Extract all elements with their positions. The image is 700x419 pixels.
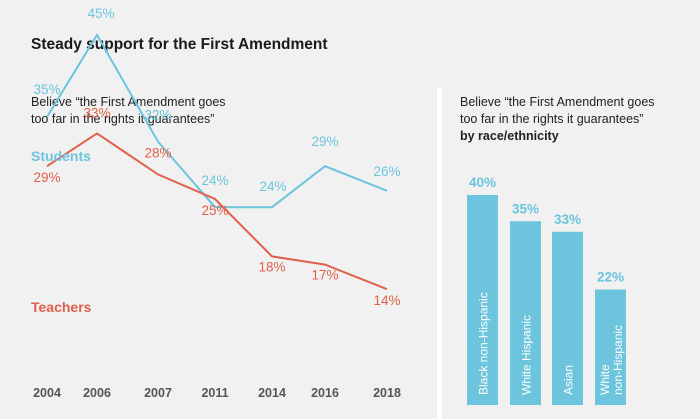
bar-value-label: 22% <box>597 270 624 285</box>
line-chart-subtitle-line-2: too far in the rights it guarantees” <box>31 112 215 126</box>
bar <box>510 221 541 405</box>
bar-category-label: Asian <box>562 365 576 395</box>
bar-category-label: White non-Hispanic <box>598 325 625 395</box>
line-chart-subtitle-line-1: Believe “the First Amendment goes <box>31 95 226 109</box>
data-label-teachers: 18% <box>258 259 285 274</box>
series-label-teachers: Teachers <box>31 299 92 315</box>
bar-chart-subtitle: Believe “the First Amendment goes too fa… <box>460 94 655 145</box>
x-tick-label: 2004 <box>33 386 61 400</box>
bar-category-text: White Hispanic <box>520 315 534 395</box>
bar-chart-subtitle-bold: by race/ethnicity <box>460 129 559 143</box>
series-line-teachers <box>46 132 388 291</box>
x-tick-label: 2006 <box>83 386 111 400</box>
data-label-teachers: 17% <box>311 268 338 283</box>
series-label-students: Students <box>31 148 91 164</box>
data-label-teachers: 33% <box>83 105 110 120</box>
bar-chart-subtitle-line-1: Believe “the First Amendment goes <box>460 95 655 109</box>
bar-value-label: 33% <box>554 212 581 227</box>
bar-chart-subtitle-line-2: too far in the rights it guarantees” <box>460 112 644 126</box>
bar-value-label: 40% <box>469 175 496 190</box>
bar <box>467 195 498 405</box>
series-line-students <box>46 33 388 209</box>
line-chart: 35% 45% 32% 24% 24% 29% 26% 29% 33% 28% 25% 18% 17% 1… <box>31 6 401 400</box>
line-chart-subtitle: Believe “the First Amendment goes too fa… <box>31 94 226 128</box>
bar-category-label: White Hispanic <box>520 315 534 395</box>
bar-value-label: 35% <box>512 201 539 216</box>
data-label-teachers: 14% <box>373 293 400 308</box>
data-label-students: 24% <box>201 173 228 188</box>
bar-category-text: White <box>598 364 612 395</box>
data-label-students: 35% <box>33 82 60 97</box>
x-tick-label: 2011 <box>201 386 228 400</box>
data-label-students: 26% <box>373 164 400 179</box>
data-label-teachers: 28% <box>144 145 171 160</box>
bar <box>552 231 583 405</box>
data-label-students: 29% <box>311 134 338 149</box>
data-label-students: 32% <box>144 108 171 123</box>
data-label-teachers: 29% <box>33 170 60 185</box>
x-tick-label: 2014 <box>258 386 286 400</box>
bar-category-text: non-Hispanic <box>611 325 625 395</box>
x-tick-label: 2018 <box>373 386 401 400</box>
bar-category-label: Black non-Hispanic <box>477 292 491 395</box>
panel-divider <box>437 88 442 419</box>
data-label-students: 45% <box>87 6 114 21</box>
bar <box>595 289 626 405</box>
data-label-students: 24% <box>259 179 286 194</box>
x-tick-label: 2007 <box>144 386 172 400</box>
bar-category-text: Asian <box>562 365 576 395</box>
data-label-teachers: 25% <box>201 203 228 218</box>
bar-category-text: Black non-Hispanic <box>477 292 491 395</box>
x-tick-label: 2016 <box>311 386 339 400</box>
